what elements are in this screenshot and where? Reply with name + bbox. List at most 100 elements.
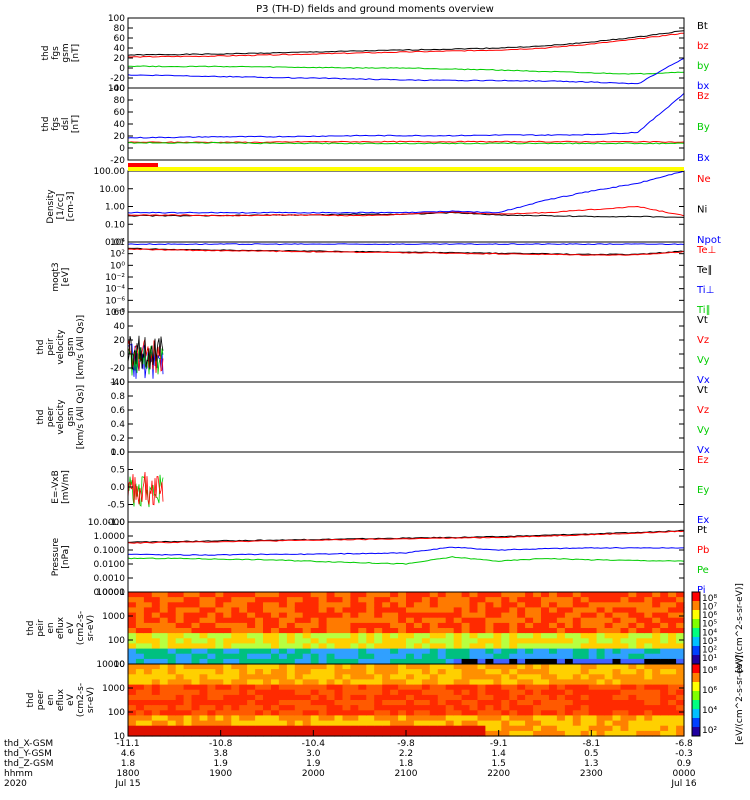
spectrogram-cell — [501, 684, 510, 691]
spectrogram-cell — [612, 597, 621, 603]
spectrogram-cell — [215, 643, 224, 650]
spectrogram-cell — [406, 720, 415, 727]
spectrogram-cell — [572, 633, 582, 639]
spectrogram-cell — [143, 705, 153, 711]
spectrogram-cell — [596, 669, 606, 675]
spectrogram-cell — [128, 664, 137, 670]
spectrogram-cell — [175, 694, 185, 701]
spectrogram-cell — [469, 658, 478, 665]
spectrogram-cell — [429, 617, 439, 624]
spectrogram-cell — [636, 679, 645, 686]
spectrogram-cell — [358, 694, 367, 701]
spectrogram-cell — [604, 622, 614, 629]
spectrogram-cell — [668, 705, 677, 711]
spectrogram-cell — [374, 700, 383, 706]
spectrogram-cell — [326, 602, 336, 608]
spectrogram-cell — [358, 664, 367, 670]
spectrogram-cell — [644, 617, 653, 624]
x-axis-value: 0000 — [673, 769, 696, 779]
spectrogram-cell — [207, 607, 216, 614]
spectrogram-cell — [636, 648, 645, 655]
spectrogram-cell — [191, 633, 200, 639]
y-axis-label-line: sr-eV) — [86, 615, 96, 641]
spectrogram-cell — [652, 679, 661, 686]
panel-frame — [127, 17, 685, 89]
spectrogram-cell — [517, 694, 526, 701]
spectrogram-cell — [286, 715, 296, 722]
series-ne — [127, 205, 685, 217]
spectrogram-cell — [255, 638, 264, 644]
spectrogram-cell — [247, 689, 256, 696]
spectrogram-cell — [517, 705, 526, 711]
spectrogram-cell — [382, 689, 391, 696]
spectrogram-cell — [588, 602, 598, 608]
colorbar-label-text: [eV/(cm^2-s-sr-eV)] — [735, 655, 745, 745]
spectrogram-cell — [572, 730, 582, 737]
spectrogram-cell — [382, 612, 391, 619]
spectrogram-cell — [485, 607, 494, 614]
spectrogram-cell — [517, 679, 526, 686]
spectrogram-cell — [668, 617, 677, 624]
spectrogram-cell — [406, 592, 415, 598]
spectrogram-cell — [549, 705, 558, 711]
spectrogram-cell — [644, 592, 653, 598]
spectrogram-cell — [398, 607, 407, 614]
x-axis-value: -10.8 — [209, 739, 233, 749]
spectrogram-cell — [135, 684, 145, 691]
spectrogram-cell — [612, 617, 621, 624]
x-axis-value: -10.4 — [302, 739, 326, 749]
spectrogram-cell — [549, 679, 558, 686]
y-tick-label: 1000 — [102, 684, 125, 694]
spectrogram-cell — [652, 705, 661, 711]
spectrogram-cell — [310, 700, 320, 706]
spectrogram-cell — [453, 705, 463, 711]
spectrogram-cell — [239, 607, 248, 614]
spectrogram-cell — [318, 658, 328, 665]
spectrogram-cell — [588, 679, 598, 686]
spectrogram-cell — [310, 607, 320, 614]
spectrogram-cell — [159, 689, 169, 696]
spectrogram-cell — [271, 617, 280, 624]
spectrogram-cell — [668, 597, 677, 603]
spectrogram-cell — [437, 720, 447, 727]
spectrogram-cell — [437, 730, 447, 737]
spectrogram-cell — [382, 607, 391, 614]
spectrogram-cell — [668, 725, 677, 732]
spectrogram-cell — [294, 694, 304, 701]
spectrogram-cell — [501, 612, 510, 619]
spectrogram-cell — [342, 658, 351, 665]
y-axis-label-line: thd — [36, 340, 46, 355]
spectrogram-cell — [596, 607, 606, 614]
spectrogram-cell — [239, 648, 248, 655]
spectrogram-cell — [159, 715, 169, 722]
spectrogram-cell — [143, 684, 153, 691]
spectrogram-cell — [199, 617, 208, 624]
spectrogram-cell — [175, 597, 185, 603]
spectrogram-cell — [636, 725, 645, 732]
spectrogram-cell — [143, 592, 153, 598]
spectrogram-cell — [485, 633, 494, 639]
spectrogram-cell — [636, 602, 645, 608]
spectrogram-cell — [549, 643, 558, 650]
spectrogram-cell — [453, 633, 463, 639]
spectrogram-cell — [437, 643, 447, 650]
spectrogram-cell — [374, 730, 383, 737]
spectrogram-cell — [580, 648, 590, 655]
y-axis-label-line: gsm — [66, 337, 76, 356]
spectrogram-cell — [128, 705, 137, 711]
spectrogram-cell — [382, 592, 391, 598]
spectrogram-cell — [660, 648, 669, 655]
spectrogram-cell — [596, 684, 606, 691]
spectrogram-cell — [199, 597, 208, 603]
spectrogram-cell — [493, 653, 502, 660]
y-axis-label: Pressure [nPa] — [51, 537, 71, 576]
spectrogram-cell — [556, 658, 566, 665]
spectrogram-cell — [239, 679, 248, 686]
spectrogram-cell — [358, 689, 367, 696]
spectrogram-cell — [128, 694, 137, 701]
spectrogram-cell — [326, 617, 336, 624]
spectrogram-cell — [477, 617, 486, 624]
spectrogram-cell — [255, 607, 264, 614]
spectrogram-cell — [255, 633, 264, 639]
spectrogram-cell — [493, 602, 502, 608]
